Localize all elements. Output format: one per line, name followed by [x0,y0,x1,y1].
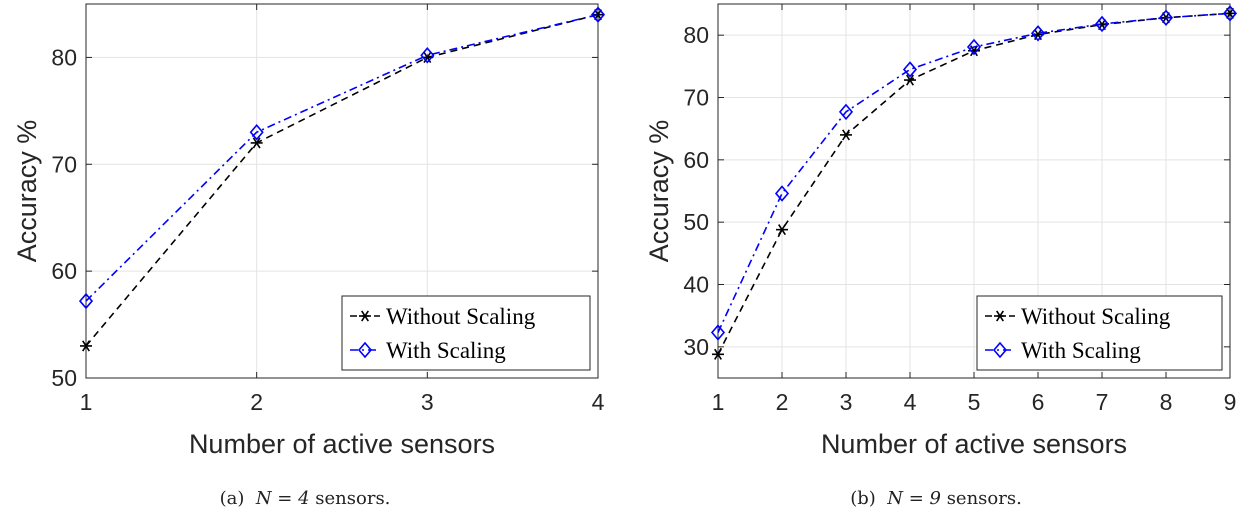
plot-area-frame [85,3,599,379]
x-tick-label: 6 [1032,389,1045,415]
legend-item: With Scaling [350,338,506,363]
legend-label: Without Scaling [1021,304,1171,329]
x-tick-label: 1 [712,389,725,415]
data-point [838,103,854,121]
data-point [712,348,724,360]
data-point [1222,5,1238,22]
y-tick-label: 80 [51,44,77,70]
caption-b: (b) N = 9 sensors. [622,488,1250,509]
data-point [774,185,790,202]
data-point [1158,9,1174,26]
x-tick-label: 7 [1096,389,1109,415]
legend: Without Scaling With Scaling [976,295,1223,371]
chart-panel-b: 1 2 3 4 5 6 7 8 9 30 40 50 60 70 80 Number of active se… [622,0,1250,525]
legend-marker [357,341,373,359]
data-point [1094,15,1110,33]
data-point [78,292,94,310]
data-point [776,224,788,236]
series-line [717,12,1231,333]
chart-a-svg: 1 2 3 4 50 60 70 80 Number of active sensors Accu… [12,3,606,459]
y-tick-label: 70 [51,151,77,177]
data-point [710,324,726,341]
series-line [85,13,599,347]
y-tick-label: 60 [683,147,709,173]
data-point [420,47,435,64]
series-with-scaling [710,5,1238,341]
chart-b-svg: 1 2 3 4 5 6 7 8 9 30 40 50 60 70 80 Number of active se… [644,3,1238,459]
x-tick-label: 4 [592,389,605,415]
series-line [85,13,599,302]
data-point [1030,25,1046,42]
legend-item: Without Scaling [985,304,1171,329]
caption-a-math: N = 4 [255,488,310,509]
legend-box [976,295,1223,371]
data-point [590,6,606,23]
x-tick-label: 2 [776,389,789,415]
data-point [904,74,916,86]
y-tick-label: 60 [51,258,77,284]
y-tick-label: 50 [51,365,77,391]
legend-item: Without Scaling [350,304,536,329]
caption-a: (a) N = 4 sensors. [0,488,610,509]
data-point [902,61,918,78]
y-axis-label: Accuracy % [644,120,674,263]
legend: Without Scaling With Scaling [341,295,591,371]
x-tick-label: 9 [1224,389,1237,415]
legend-item: With Scaling [985,338,1141,363]
data-point [966,38,982,56]
legend-marker [994,310,1006,322]
x-axis-label: Number of active sensors [821,429,1127,459]
x-tick-label: 5 [968,389,981,415]
caption-a-label: (a) [219,488,245,509]
legend-marker [359,310,371,322]
y-tick-label: 50 [683,209,709,235]
x-tick-label: 1 [80,389,93,415]
series-with-scaling [78,6,606,310]
y-tick-label: 40 [683,272,709,298]
x-axis-label: Number of active sensors [189,429,495,459]
x-tick-label: 2 [250,389,263,415]
caption-b-text: sensors. [946,488,1022,509]
y-axis-label: Accuracy % [12,120,42,263]
x-tick-label: 4 [904,389,917,415]
chart-panel-a: 1 2 3 4 50 60 70 80 Number of active sensors Accu… [0,0,610,525]
legend-label: Without Scaling [386,304,536,329]
caption-a-text: sensors. [315,488,391,509]
y-tick-label: 30 [683,334,709,360]
caption-b-label: (b) [850,488,876,509]
y-tick-label: 80 [683,22,709,48]
x-tick-label: 3 [840,389,853,415]
caption-b-math: N = 9 [887,488,941,509]
data-point [249,123,264,141]
data-point [840,129,852,141]
data-point [80,340,92,352]
x-tick-label: 3 [421,389,434,415]
legend-label: With Scaling [386,338,506,363]
legend-marker [992,341,1008,359]
legend-label: With Scaling [1021,338,1141,363]
y-tick-label: 70 [683,85,709,111]
data-point [250,137,263,149]
x-tick-label: 8 [1160,389,1173,415]
legend-box [341,295,591,371]
